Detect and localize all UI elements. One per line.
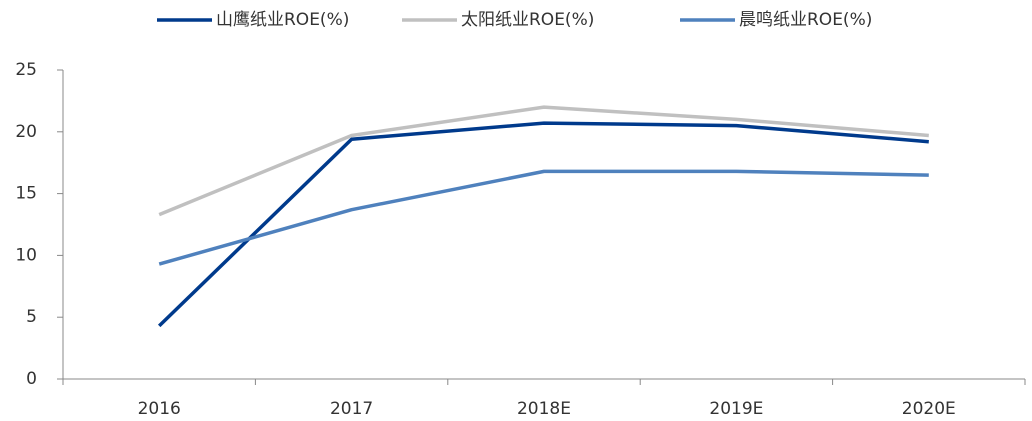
legend-label: 晨鸣纸业ROE(%) <box>739 10 872 30</box>
y-tick-label: 20 <box>15 122 37 142</box>
series-line <box>158 105 929 217</box>
y-tick-label: 5 <box>26 307 37 327</box>
y-tick-label: 10 <box>15 245 37 265</box>
y-tick-label: 15 <box>15 184 37 204</box>
legend-label: 太阳纸业ROE(%) <box>461 10 594 30</box>
legend-label: 山鹰纸业ROE(%) <box>216 10 349 30</box>
series-line <box>157 121 929 328</box>
x-tick-label: 2016 <box>138 399 181 419</box>
x-tick-label: 2017 <box>330 399 373 419</box>
y-tick-label: 25 <box>15 60 37 80</box>
series-line <box>158 169 929 266</box>
x-tick-label: 2018E <box>517 399 571 419</box>
x-tick-label: 2019E <box>709 399 763 419</box>
y-tick-label: 0 <box>26 369 37 389</box>
x-tick-label: 2020E <box>902 399 956 419</box>
